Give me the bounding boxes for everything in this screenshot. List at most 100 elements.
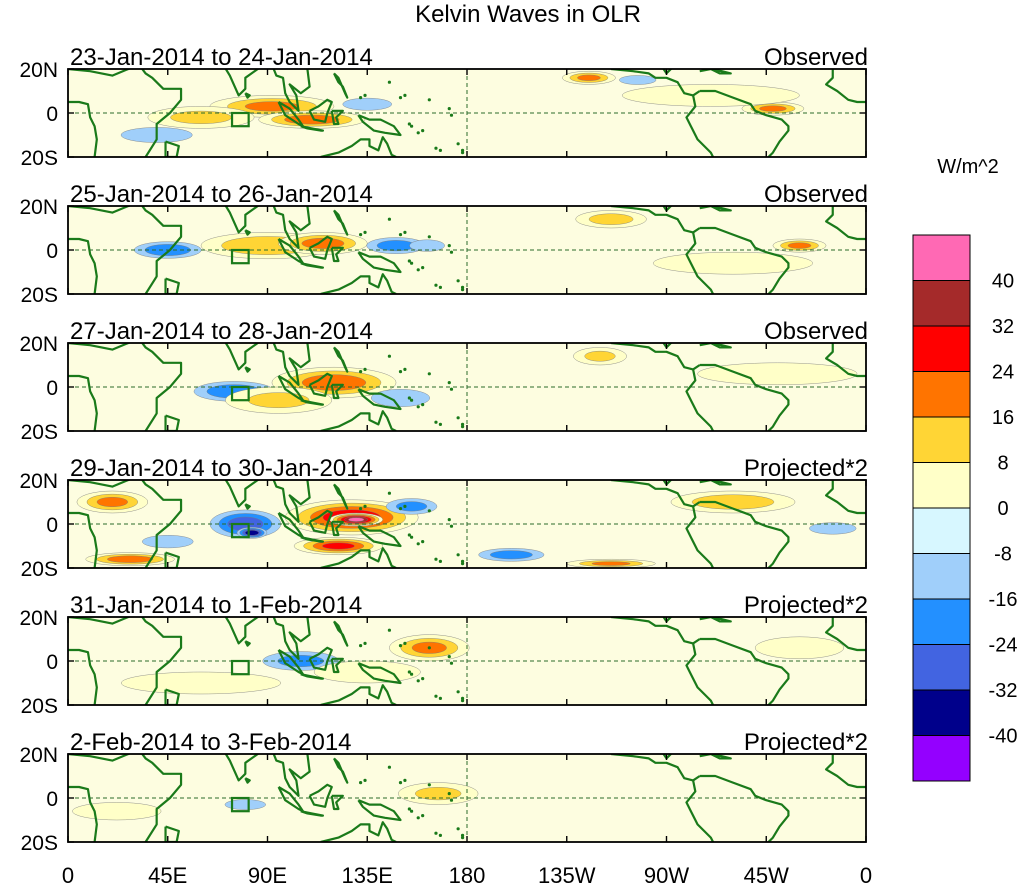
y-tick-label: 20N xyxy=(19,333,58,356)
y-tick-label: 20N xyxy=(19,470,58,493)
coastline xyxy=(308,98,333,123)
anomaly-contour xyxy=(72,802,162,821)
island xyxy=(416,679,420,683)
anomaly-region xyxy=(85,552,175,566)
map-panel: 27-Jan-2014 to 28-Jan-2014 Observed 20N 0 20… xyxy=(19,318,868,444)
coastline xyxy=(610,343,701,371)
anomaly-contour xyxy=(787,242,812,249)
y-tick-label: 0 xyxy=(46,377,58,400)
anomaly-region xyxy=(575,210,647,229)
island xyxy=(407,533,411,537)
coastline xyxy=(610,754,701,782)
island xyxy=(416,816,420,820)
island xyxy=(359,233,363,237)
island xyxy=(434,694,438,698)
coastline xyxy=(68,237,98,294)
island xyxy=(416,405,420,409)
island xyxy=(447,655,451,659)
island xyxy=(421,403,425,407)
anomaly-contour xyxy=(107,555,154,563)
coastline xyxy=(824,480,866,515)
coastline xyxy=(699,774,790,842)
panel-date-range: 23-Jan-2014 to 24-Jan-2014 xyxy=(70,44,373,71)
island xyxy=(387,217,392,221)
island xyxy=(427,646,431,650)
anomaly-region xyxy=(371,389,430,407)
anomaly-region xyxy=(76,490,148,514)
island xyxy=(460,425,465,429)
colorbar: 40 32 24 16 8 0 -8 -16 -24 -32 -40 xyxy=(912,234,1018,782)
anomaly-region xyxy=(385,498,438,515)
anomaly-region xyxy=(562,71,616,85)
island xyxy=(387,765,392,769)
coastline xyxy=(164,414,180,431)
coastline xyxy=(224,754,311,797)
island xyxy=(460,151,465,155)
coastline xyxy=(685,506,715,568)
anomaly-region xyxy=(225,386,332,414)
island xyxy=(438,696,442,700)
anomaly-region xyxy=(142,535,194,549)
y-tick-label: 20N xyxy=(19,607,58,630)
island xyxy=(456,553,460,557)
island xyxy=(398,96,403,100)
colorbar-label: 40 xyxy=(992,271,1014,293)
island xyxy=(438,559,442,563)
island xyxy=(449,798,454,802)
coastline xyxy=(699,500,790,568)
island xyxy=(407,670,411,674)
island xyxy=(460,696,465,700)
map-area xyxy=(67,753,867,843)
coastline xyxy=(330,657,344,674)
panel-date-range: 31-Jan-2014 to 1-Feb-2014 xyxy=(70,592,362,619)
coastline xyxy=(68,374,98,431)
panel-date-range: 27-Jan-2014 to 28-Jan-2014 xyxy=(70,318,373,345)
coastline xyxy=(308,235,333,260)
island xyxy=(460,559,465,563)
anomaly-contour xyxy=(342,97,392,111)
island xyxy=(363,778,367,782)
anomaly-contour xyxy=(490,550,533,560)
anomaly-contour xyxy=(371,389,430,407)
island xyxy=(398,644,403,648)
y-tick-label: 0 xyxy=(46,514,58,537)
anomaly-contour xyxy=(697,362,858,385)
coastline xyxy=(68,617,183,705)
island xyxy=(460,836,465,840)
map-panel: 2-Feb-2014 to 3-Feb-2014 Projected*2 20N 0 2… xyxy=(19,729,868,855)
anomaly-contour xyxy=(348,517,365,522)
coastline xyxy=(610,69,701,97)
island xyxy=(363,504,367,508)
island xyxy=(363,230,367,234)
panel-stack: 23-Jan-2014 to 24-Jan-2014 Observed 20N 0 20… xyxy=(19,44,868,855)
coastline xyxy=(824,69,866,104)
coastline xyxy=(68,100,98,157)
island xyxy=(460,699,465,703)
colorbar-label: -24 xyxy=(989,635,1018,657)
coastline xyxy=(320,136,397,157)
coastline xyxy=(357,799,402,822)
anomaly-contour xyxy=(245,530,259,536)
panel-kind-label: Observed xyxy=(764,181,868,208)
island xyxy=(434,557,438,561)
island xyxy=(434,831,438,835)
y-tick-label: 0 xyxy=(46,103,58,126)
anomaly-region xyxy=(573,347,627,366)
anomaly-contour xyxy=(622,84,800,107)
coastline xyxy=(320,273,397,294)
x-tick-label: 0 xyxy=(860,863,872,887)
island xyxy=(449,524,454,528)
island xyxy=(407,807,411,811)
island xyxy=(438,148,442,152)
coastline xyxy=(224,480,311,523)
map-panel: 23-Jan-2014 to 24-Jan-2014 Observed 20N 0 20… xyxy=(19,44,868,170)
island xyxy=(427,783,431,787)
island xyxy=(460,288,465,292)
map-area xyxy=(67,205,867,295)
coastline xyxy=(699,363,790,431)
island xyxy=(438,833,442,837)
reference-box xyxy=(230,385,250,402)
coastline xyxy=(333,483,349,510)
coastline xyxy=(300,262,325,269)
island xyxy=(438,285,442,289)
